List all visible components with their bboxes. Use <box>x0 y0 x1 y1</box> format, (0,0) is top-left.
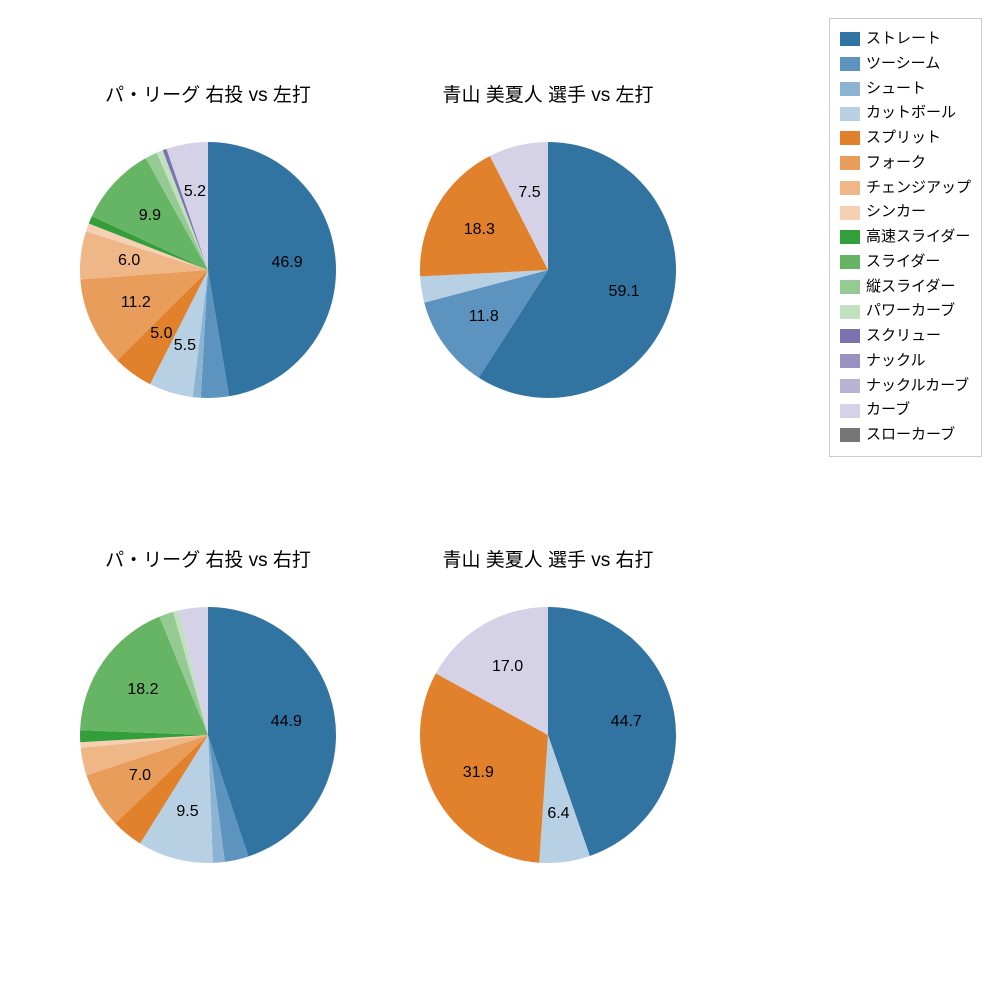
legend-item: シンカー <box>840 200 971 225</box>
legend-label: パワーカーブ <box>866 299 955 324</box>
legend-label: シンカー <box>866 200 926 225</box>
pie-label: 11.2 <box>121 294 151 312</box>
pie-label: 46.9 <box>272 254 303 272</box>
legend-label: スライダー <box>866 250 940 275</box>
pie-label: 18.3 <box>464 221 495 239</box>
legend-label: 縦スライダー <box>866 275 955 300</box>
legend-swatch <box>840 206 860 220</box>
chart-title: パ・リーグ 右投 vs 左打 <box>60 80 356 107</box>
legend-item: ナックルカーブ <box>840 374 971 399</box>
legend-item: ナックル <box>840 349 971 374</box>
legend-label: 高速スライダー <box>866 225 970 250</box>
legend-swatch <box>840 404 860 418</box>
legend-swatch <box>840 107 860 121</box>
legend-item: ツーシーム <box>840 52 971 77</box>
chart-bottom-right: 青山 美夏人 選手 vs 右打 44.7 6.4 31.9 17.0 <box>400 545 696 883</box>
legend-swatch <box>840 230 860 244</box>
legend-item: 高速スライダー <box>840 225 971 250</box>
chart-top-left: パ・リーグ 右投 vs 左打 46.9 5.55.0 11.2 6.0 9.9 5.2 <box>60 80 356 418</box>
pie-label: 17.0 <box>492 658 523 676</box>
legend-item: カットボール <box>840 101 971 126</box>
legend-swatch <box>840 156 860 170</box>
pie-label: 5.2 <box>184 183 206 201</box>
legend-item: ストレート <box>840 27 971 52</box>
pie-label: 44.7 <box>611 713 642 731</box>
legend-swatch <box>840 181 860 195</box>
pie-label: 11.8 <box>469 308 499 326</box>
pie-label: 6.0 <box>118 252 140 270</box>
legend-item: 縦スライダー <box>840 275 971 300</box>
legend-label: チェンジアップ <box>866 176 971 201</box>
legend-swatch <box>840 131 860 145</box>
pie-label: 9.5 <box>176 803 198 821</box>
pie-label: 59.1 <box>609 283 640 301</box>
legend-label: スローカーブ <box>866 423 955 448</box>
pie-label: 31.9 <box>463 764 494 782</box>
legend-item: パワーカーブ <box>840 299 971 324</box>
pie-label: 6.4 <box>547 805 569 823</box>
legend-label: ナックル <box>866 349 926 374</box>
pie-label: 44.9 <box>271 713 302 731</box>
legend-item: スローカーブ <box>840 423 971 448</box>
chart-title: 青山 美夏人 選手 vs 右打 <box>400 545 696 572</box>
pie-label: 5.0 <box>150 325 172 343</box>
legend-item: チェンジアップ <box>840 176 971 201</box>
chart-top-right: 青山 美夏人 選手 vs 左打 59.1 11.8 18.3 7.5 <box>400 80 696 418</box>
legend-item: フォーク <box>840 151 971 176</box>
legend-item: カーブ <box>840 398 971 423</box>
legend-label: ツーシーム <box>866 52 940 77</box>
pie-label: 7.5 <box>518 184 540 202</box>
legend-swatch <box>840 82 860 96</box>
chart-bottom-left: パ・リーグ 右投 vs 右打 44.9 9.5 7.0 18.2 <box>60 545 356 883</box>
legend: ストレート ツーシーム シュート カットボール スプリット フォーク チェンジア… <box>829 18 982 457</box>
chart-title: パ・リーグ 右投 vs 右打 <box>60 545 356 572</box>
legend-label: ストレート <box>866 27 941 52</box>
legend-label: スクリュー <box>866 324 941 349</box>
legend-swatch <box>840 305 860 319</box>
chart-title: 青山 美夏人 選手 vs 左打 <box>400 80 696 107</box>
legend-label: フォーク <box>866 151 926 176</box>
legend-swatch <box>840 280 860 294</box>
pie-label: 7.0 <box>129 767 151 785</box>
legend-swatch <box>840 354 860 368</box>
legend-label: カーブ <box>866 398 910 423</box>
legend-swatch <box>840 379 860 393</box>
legend-label: ナックルカーブ <box>866 374 969 399</box>
legend-item: スプリット <box>840 126 971 151</box>
legend-label: シュート <box>866 77 926 102</box>
pie-label: 5.5 <box>174 337 196 355</box>
legend-swatch <box>840 255 860 269</box>
legend-item: スライダー <box>840 250 971 275</box>
legend-item: シュート <box>840 77 971 102</box>
legend-label: スプリット <box>866 126 941 151</box>
pie-label: 18.2 <box>127 681 158 699</box>
legend-label: カットボール <box>866 101 956 126</box>
legend-swatch <box>840 57 860 71</box>
legend-item: スクリュー <box>840 324 971 349</box>
legend-swatch <box>840 428 860 442</box>
legend-swatch <box>840 329 860 343</box>
pie-label: 9.9 <box>139 207 161 225</box>
legend-swatch <box>840 32 860 46</box>
